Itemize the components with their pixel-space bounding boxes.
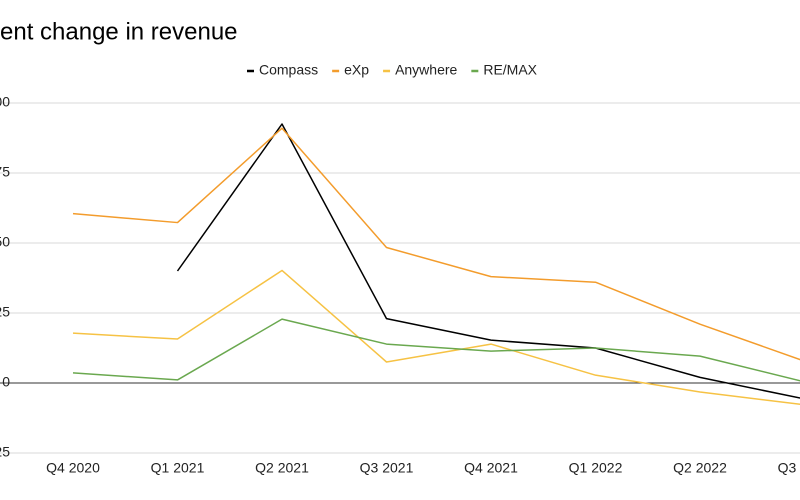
chart-title: ent change in revenue <box>0 18 238 45</box>
y-tick-label: 100 <box>0 94 10 110</box>
x-tick-label: Q1 2022 <box>569 460 623 476</box>
x-tick-label: Q4 2020 <box>46 460 100 476</box>
legend-label: Anywhere <box>395 62 457 78</box>
legend-label: RE/MAX <box>483 62 537 78</box>
series-line <box>176 123 800 399</box>
series-line <box>72 318 800 382</box>
y-tick-label: 75 <box>0 164 10 180</box>
y-tick-label: 50 <box>0 234 10 250</box>
x-tick-label: Q3 2021 <box>360 460 414 476</box>
x-tick-label: Q3 2022 <box>778 460 800 476</box>
y-tick-label: 0 <box>2 374 10 390</box>
legend-label: eXp <box>344 62 369 78</box>
legend-label: Compass <box>259 62 318 78</box>
series-line <box>72 269 800 406</box>
x-tick-label: Q2 2022 <box>673 460 727 476</box>
y-tick-label: -25 <box>0 444 10 460</box>
x-tick-label: Q2 2021 <box>255 460 309 476</box>
x-tick-label: Q4 2021 <box>464 460 518 476</box>
y-tick-label: 25 <box>0 304 10 320</box>
x-tick-label: Q1 2021 <box>151 460 205 476</box>
series-line <box>72 127 800 361</box>
